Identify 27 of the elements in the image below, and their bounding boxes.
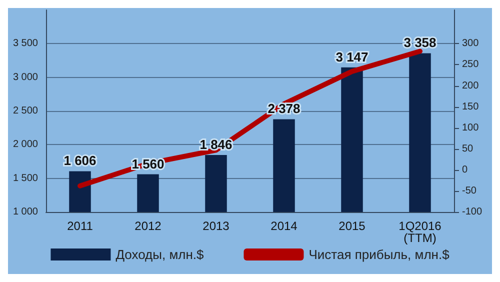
- data-label: 1 846: [200, 137, 232, 152]
- y2-tick-label: 0: [462, 164, 468, 176]
- x-tick-label: 2011: [67, 219, 94, 233]
- x-tick-label: 2014: [270, 219, 298, 233]
- data-label: 3 147: [336, 49, 368, 64]
- y2-tick-label: -100: [462, 206, 482, 218]
- y2-tick-label: 100: [462, 122, 480, 134]
- x-tick-label: 1Q2016 (TTM): [398, 219, 442, 245]
- x-tick-label: 2012: [134, 219, 162, 233]
- y-tick-label: 1 000: [12, 206, 38, 218]
- x-tick-label: 2013: [202, 219, 230, 233]
- y-tick-label: 3 500: [12, 38, 38, 50]
- y-tick-label: 3 000: [12, 72, 38, 83]
- y2-tick-label: 150: [462, 101, 480, 112]
- legend-label: Чистая прибыль, млн.$: [308, 247, 450, 262]
- y2-tick-label: 200: [462, 80, 480, 92]
- data-label: 3 358: [404, 35, 436, 50]
- y-tick-label: 1 500: [12, 172, 38, 184]
- x-tick-label: 2015: [338, 219, 366, 233]
- legend-label: Доходы, млн.$: [116, 247, 205, 262]
- data-label: 1 606: [64, 153, 96, 168]
- y2-tick-label: 50: [462, 143, 474, 154]
- y-tick-label: 2 500: [12, 106, 38, 116]
- y2-tick-label: -50: [462, 185, 477, 196]
- y2-tick-label: 300: [462, 38, 480, 50]
- y2-tick-label: 250: [462, 59, 480, 70]
- y-tick-label: 2 000: [12, 139, 38, 150]
